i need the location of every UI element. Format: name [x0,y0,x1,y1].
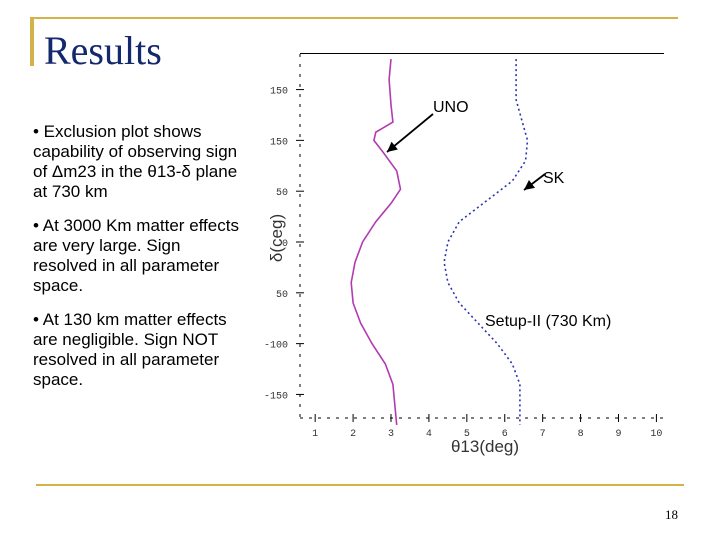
y-tick-label: -100 [264,341,288,352]
x-tick-label: 8 [578,429,584,440]
bottom-accent-line [36,484,684,486]
y-tick-label: 150 [270,87,288,98]
top-accent-line [30,17,678,19]
annotation-setup: Setup-II (730 Km) [485,313,611,330]
plot-top-rule [300,53,664,54]
plot-curves [350,59,529,425]
y-tick-label: 50 [276,290,288,301]
plot-axes: 150 150 50 0 50 -100 -150 1 2 3 4 5 6 7 8 9 10 [264,54,664,440]
x-tick-label: 9 [615,429,621,440]
annotation-arrows [386,113,546,191]
slide-title: Results [44,28,162,73]
x-tick-label: 7 [540,429,546,440]
x-tick-label: 3 [388,429,394,440]
y-tick-label: -150 [264,391,288,402]
x-tick-label: 2 [350,429,356,440]
bullet-130km: • At 130 km matter effects are negligibl… [33,310,227,389]
page-number: 18 [665,507,678,522]
x-tick-label: 1 [312,429,318,440]
y-axis-label: δ(ceg) [267,214,286,262]
x-tick-label: 5 [464,429,470,440]
left-accent-bar [30,18,34,66]
annotation-uno: UNO [433,99,469,116]
bullet-3000km: • At 3000 Km matter effects are very lar… [33,216,239,295]
y-tick-label: 50 [276,188,288,199]
x-tick-label: 6 [502,429,508,440]
y-tick-label: 0 [282,239,288,250]
x-tick-label: 4 [426,429,432,440]
x-tick-label: 10 [650,429,662,440]
bullet-exclusion-plot: • Exclusion plot shows capability of obs… [33,122,238,201]
series-line-sk [443,59,529,425]
y-tick-label: 150 [270,137,288,148]
uno-arrow-head [387,141,398,152]
sk-arrow-head [524,179,535,190]
bullet-list: • Exclusion plot shows capability of obs… [33,122,248,404]
series-line-uno [350,59,402,425]
x-axis-label: θ13(deg) [451,437,519,456]
annotation-sk: SK [543,170,565,187]
